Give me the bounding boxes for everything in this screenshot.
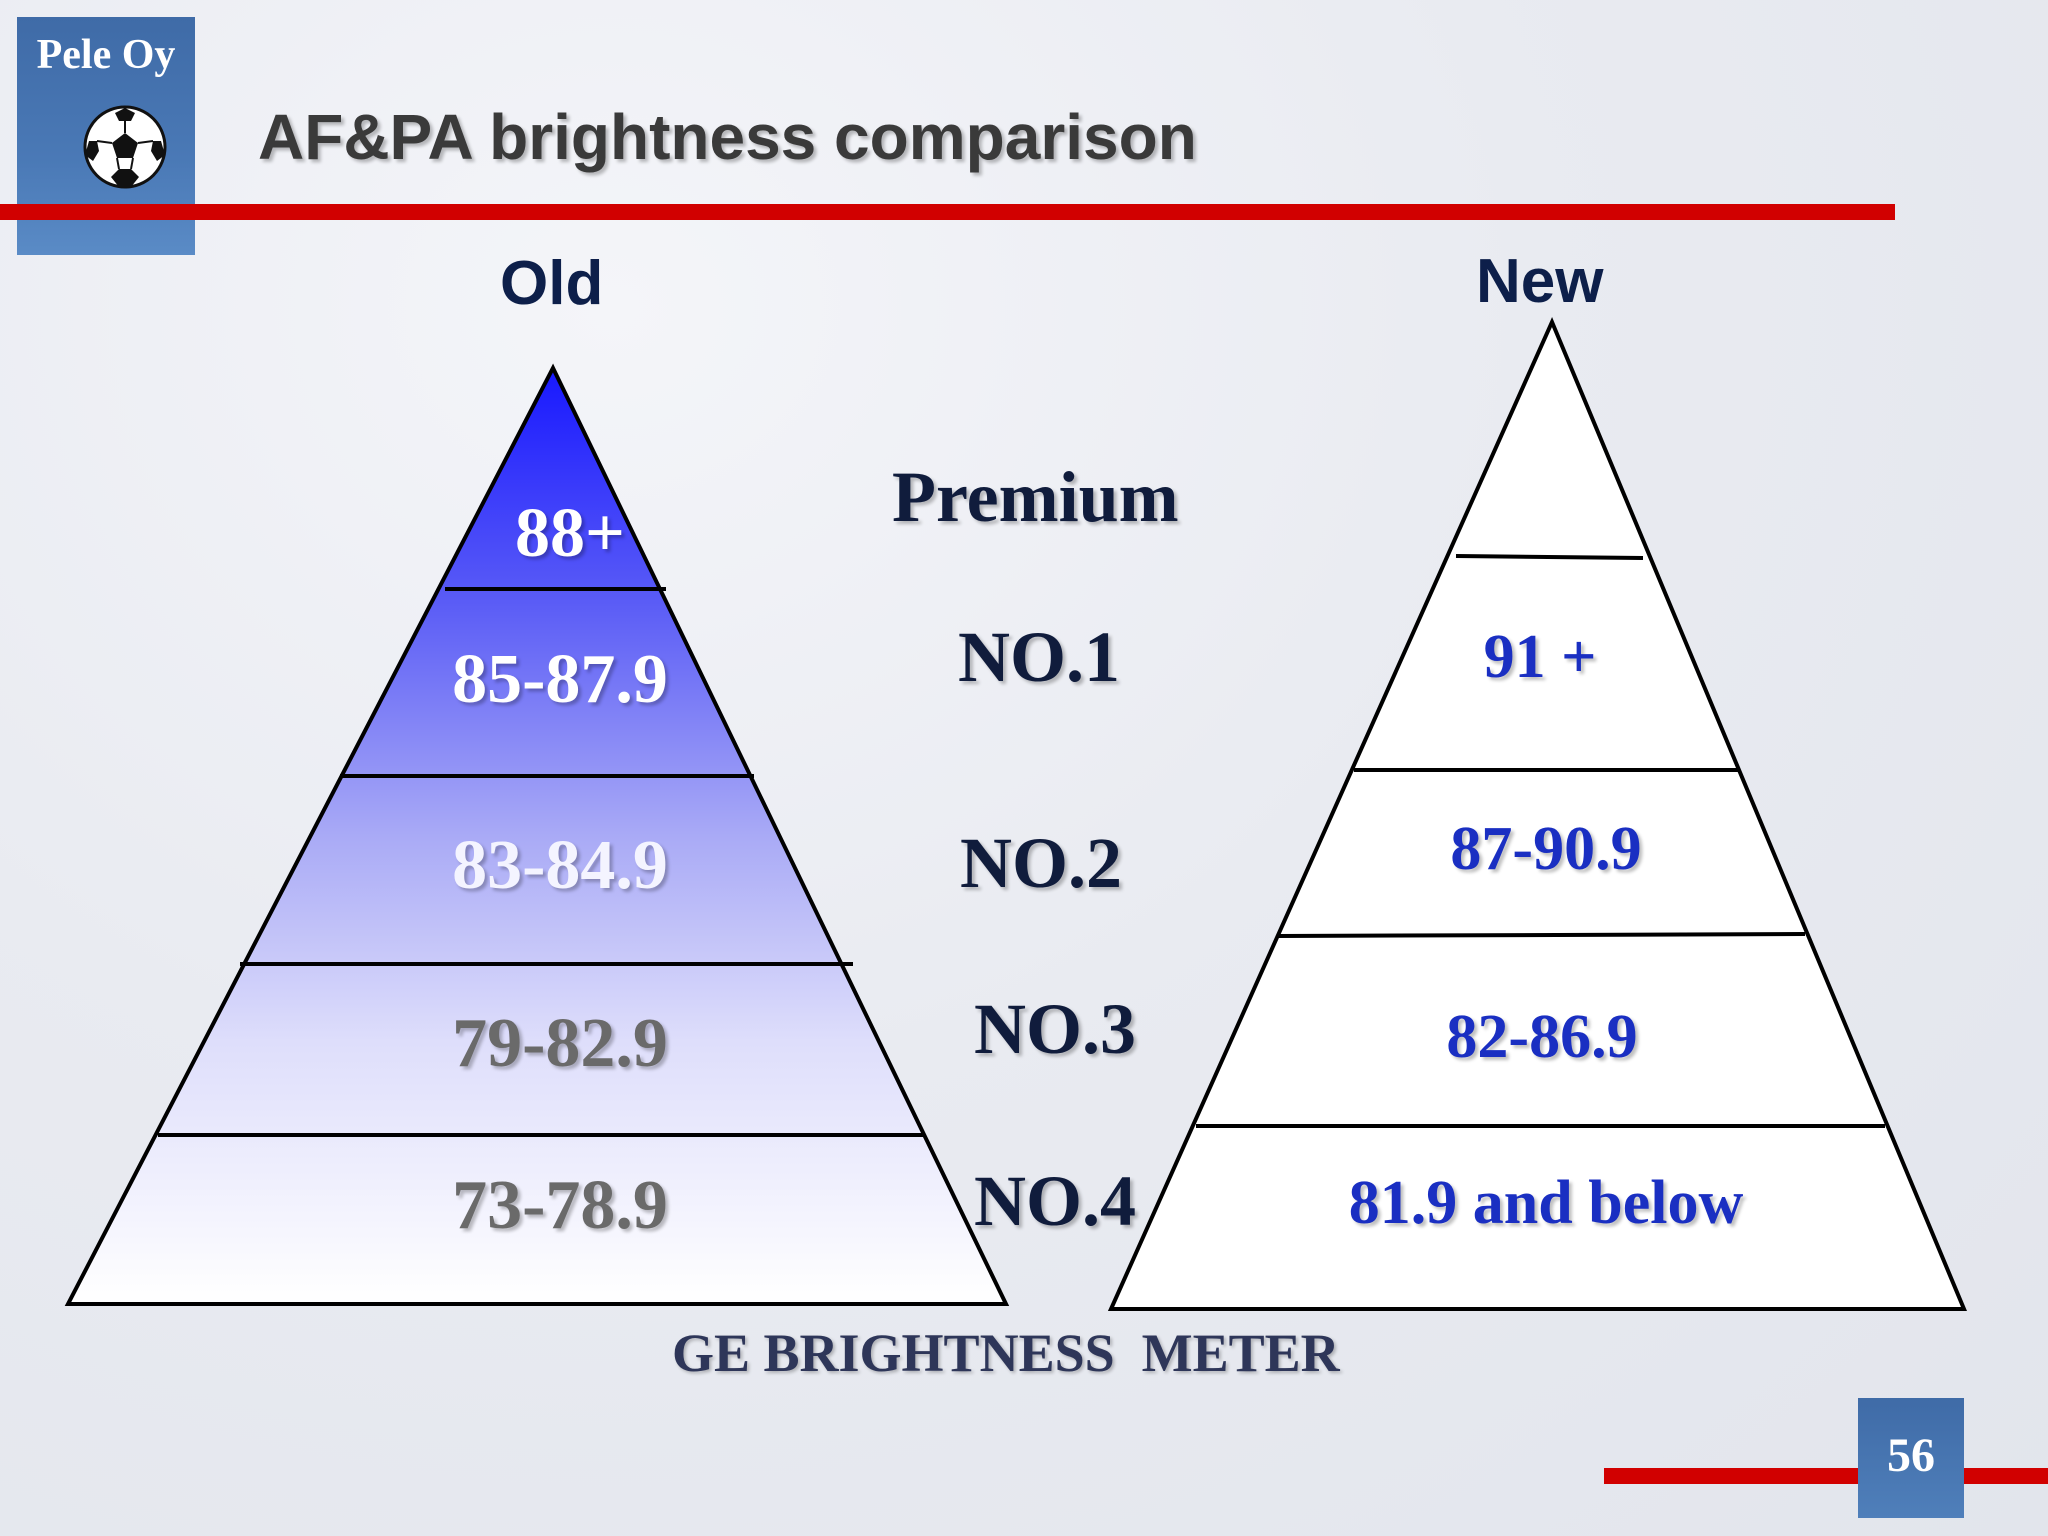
page-number-box: 56 <box>1858 1398 1964 1518</box>
footer-divider <box>1604 1468 2048 1484</box>
grade-no2: NO.2 <box>960 823 1122 903</box>
old-band-4: 79-82.9 <box>452 1005 668 1082</box>
soccer-ball-icon <box>83 105 167 189</box>
meter-caption: GE BRIGHTNESS METER <box>672 1323 1340 1383</box>
new-band-3: 87-90.9 <box>1450 815 1642 883</box>
old-band-5: 73-78.9 <box>452 1167 668 1244</box>
old-band-2: 85-87.9 <box>452 641 668 718</box>
new-band-2: 91 + <box>1483 623 1597 691</box>
old-band-1: 88+ <box>515 495 625 572</box>
new-divider <box>1278 932 1806 938</box>
new-pyramid <box>1107 316 1968 1311</box>
title-divider <box>0 204 1895 220</box>
new-band-4: 82-86.9 <box>1446 1003 1638 1071</box>
old-band-3: 83-84.9 <box>452 827 668 904</box>
old-heading: Old <box>500 249 604 318</box>
page-number: 56 <box>1887 1429 1935 1482</box>
new-band-5: 81.9 and below <box>1348 1169 1744 1237</box>
grade-no4: NO.4 <box>974 1161 1136 1241</box>
grade-premium: Premium <box>892 457 1179 537</box>
new-divider <box>1455 554 1644 560</box>
grade-no1: NO.1 <box>958 617 1120 697</box>
grade-no3: NO.3 <box>974 989 1136 1069</box>
old-pyramid <box>64 363 1010 1306</box>
company-name: Pele Oy <box>36 32 176 78</box>
new-heading: New <box>1476 247 1604 316</box>
slide-title: AF&PA brightness comparison <box>258 101 1197 173</box>
